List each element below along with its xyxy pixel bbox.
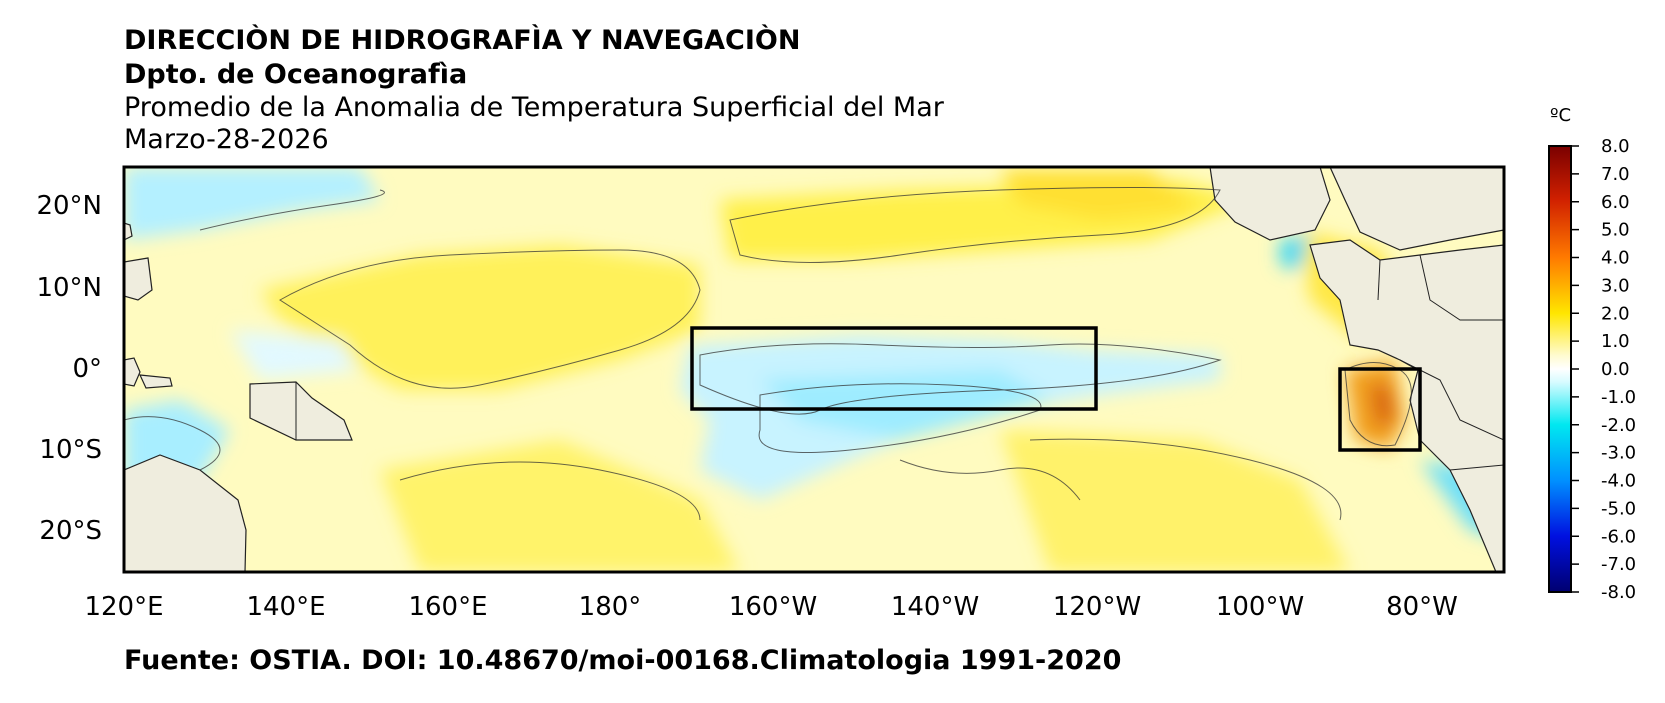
title-description: Promedio de la Anomalia de Temperatura S… [124, 92, 944, 123]
longitude-axis: 120°E 140°E 160°E 180° 160°W 140°W 120°W… [84, 592, 1457, 622]
colorbar-label: 4.0 [1601, 248, 1630, 269]
colorbar-label: -6.0 [1601, 526, 1636, 547]
nino12-box [1338, 367, 1422, 452]
map-frame [122, 165, 1506, 574]
colorbar-label: 0.0 [1601, 359, 1630, 380]
colorbar-label: -1.0 [1601, 387, 1636, 408]
lat-label: 0° [72, 354, 102, 384]
colorbar-label: 2.0 [1601, 303, 1630, 324]
colorbar-label: 7.0 [1601, 164, 1630, 185]
lon-label: 160°W [729, 592, 817, 622]
colorbar-label: -7.0 [1601, 554, 1636, 575]
colorbar-label: -2.0 [1601, 415, 1636, 436]
lon-label: 140°W [891, 592, 979, 622]
title-date: Marzo-28-2026 [124, 124, 329, 155]
colorbar: ºC 8.0 7.0 6.0 5.0 4.0 3.0 2.0 1.0 0.0 -1.0 -2.0 -3… [1548, 105, 1636, 603]
title-institution: DIRECCIÒN DE HIDROGRAFÌA Y NAVEGACIÒN [124, 25, 801, 56]
colorbar-unit: ºC [1550, 105, 1571, 126]
colorbar-label: -4.0 [1601, 471, 1636, 492]
lat-label: 20°N [36, 191, 102, 221]
colorbar-label: -8.0 [1601, 582, 1636, 603]
lat-label: 10°S [39, 435, 102, 465]
nino34-box [690, 326, 1098, 411]
colorbar-label: 3.0 [1601, 275, 1630, 296]
anomaly-field [124, 167, 1504, 572]
colorbar-label: -3.0 [1601, 443, 1636, 464]
title-department: Dpto. de Oceanografìa [124, 59, 468, 90]
lon-label: 180° [579, 592, 642, 622]
colorbar-label: 1.0 [1601, 331, 1630, 352]
lon-label: 120°E [84, 592, 163, 622]
colorbar-label: 8.0 [1601, 136, 1630, 157]
lon-label: 120°W [1053, 592, 1141, 622]
footer-source: Fuente: OSTIA. DOI: 10.48670/moi-00168.C… [124, 645, 1122, 676]
colorbar-label: -5.0 [1601, 498, 1636, 519]
lon-label: 140°E [246, 592, 325, 622]
lon-label: 80°W [1386, 592, 1458, 622]
lon-label: 160°E [408, 592, 487, 622]
colorbar-gradient [1548, 145, 1572, 593]
lat-label: 20°S [39, 516, 102, 546]
latitude-axis: 20°N 10°N 0° 10°S 20°S [36, 191, 102, 546]
lon-label: 100°W [1216, 592, 1304, 622]
lat-label: 10°N [36, 273, 102, 303]
land [124, 167, 1504, 572]
colorbar-label: 5.0 [1601, 220, 1630, 241]
colorbar-label: 6.0 [1601, 192, 1630, 213]
